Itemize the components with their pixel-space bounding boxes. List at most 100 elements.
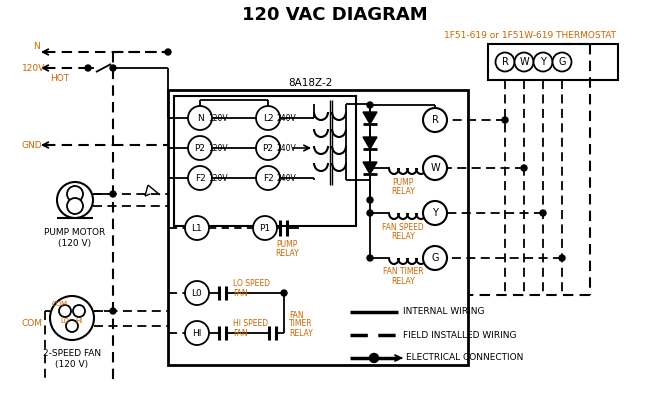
Text: FAN: FAN: [233, 328, 248, 337]
Circle shape: [85, 65, 91, 71]
Text: L1: L1: [192, 223, 202, 233]
Circle shape: [256, 136, 280, 160]
Circle shape: [57, 182, 93, 218]
Text: F2: F2: [263, 173, 273, 183]
Text: G: G: [558, 57, 565, 67]
Circle shape: [188, 106, 212, 130]
Text: HI: HI: [192, 328, 202, 337]
Text: P1: P1: [259, 223, 271, 233]
Text: RELAY: RELAY: [391, 186, 415, 196]
Circle shape: [59, 305, 71, 317]
Text: LO: LO: [60, 318, 70, 324]
Circle shape: [66, 320, 78, 332]
Text: G: G: [431, 253, 439, 263]
Circle shape: [367, 255, 373, 261]
Circle shape: [502, 117, 508, 123]
Text: L2: L2: [263, 114, 273, 122]
Text: R: R: [502, 57, 509, 67]
Bar: [168, 90, 468, 365]
Text: HOT: HOT: [50, 73, 69, 83]
Circle shape: [281, 290, 287, 296]
Circle shape: [185, 321, 209, 345]
Circle shape: [253, 216, 277, 240]
Text: COM: COM: [52, 301, 68, 307]
Text: FAN TIMER: FAN TIMER: [383, 267, 423, 277]
Text: PUMP: PUMP: [276, 240, 297, 248]
Text: HI: HI: [75, 318, 82, 324]
Circle shape: [533, 52, 553, 72]
Circle shape: [110, 191, 116, 197]
Text: HI SPEED: HI SPEED: [233, 318, 268, 328]
Text: F2: F2: [194, 173, 206, 183]
Text: Y: Y: [432, 208, 438, 218]
Circle shape: [165, 49, 171, 55]
Text: INTERNAL WIRING: INTERNAL WIRING: [403, 308, 484, 316]
Circle shape: [496, 52, 515, 72]
Text: RELAY: RELAY: [391, 277, 415, 285]
Polygon shape: [363, 162, 377, 174]
Circle shape: [515, 52, 533, 72]
Text: 240V: 240V: [276, 114, 296, 122]
Circle shape: [110, 308, 116, 314]
Circle shape: [367, 165, 373, 171]
Text: P2: P2: [194, 143, 206, 153]
Circle shape: [256, 166, 280, 190]
Text: R: R: [431, 115, 438, 125]
Polygon shape: [363, 112, 377, 124]
Bar: [488, 44, 618, 80]
Text: RELAY: RELAY: [289, 328, 313, 337]
Polygon shape: [363, 137, 377, 149]
Circle shape: [67, 198, 83, 214]
Text: PUMP: PUMP: [393, 178, 413, 186]
Circle shape: [423, 156, 447, 180]
Circle shape: [367, 210, 373, 216]
Text: COM: COM: [22, 318, 43, 328]
Text: 2-SPEED FAN: 2-SPEED FAN: [43, 349, 101, 357]
Circle shape: [423, 246, 447, 270]
Text: TIMER: TIMER: [289, 320, 313, 328]
Circle shape: [367, 102, 373, 108]
Circle shape: [369, 354, 379, 362]
Text: (120 V): (120 V): [56, 360, 88, 368]
Text: GND: GND: [22, 140, 43, 150]
Circle shape: [185, 216, 209, 240]
Text: LO SPEED: LO SPEED: [233, 279, 270, 287]
Circle shape: [540, 210, 546, 216]
Text: Y: Y: [540, 57, 546, 67]
Circle shape: [110, 65, 116, 71]
Circle shape: [188, 166, 212, 190]
Text: W: W: [430, 163, 440, 173]
Text: PUMP MOTOR: PUMP MOTOR: [44, 228, 106, 236]
Circle shape: [73, 305, 85, 317]
Text: 120V: 120V: [22, 64, 46, 72]
Text: 240V: 240V: [276, 143, 296, 153]
Circle shape: [367, 197, 373, 203]
Text: (120 V): (120 V): [58, 238, 92, 248]
Bar: [174, 96, 356, 226]
Circle shape: [553, 52, 572, 72]
Text: 120 VAC DIAGRAM: 120 VAC DIAGRAM: [242, 6, 428, 24]
Text: 120V: 120V: [208, 114, 228, 122]
Text: RELAY: RELAY: [391, 232, 415, 241]
Text: 240V: 240V: [276, 173, 296, 183]
Text: FIELD INSTALLED WIRING: FIELD INSTALLED WIRING: [403, 331, 517, 339]
Text: P2: P2: [263, 143, 273, 153]
Circle shape: [256, 106, 280, 130]
Text: N: N: [34, 41, 40, 51]
Text: FAN: FAN: [289, 310, 304, 320]
Circle shape: [50, 296, 94, 340]
Text: 8A18Z-2: 8A18Z-2: [288, 78, 332, 88]
Text: 120V: 120V: [208, 143, 228, 153]
Circle shape: [423, 201, 447, 225]
Text: L0: L0: [192, 289, 202, 297]
Circle shape: [559, 255, 565, 261]
Text: 120V: 120V: [208, 173, 228, 183]
Circle shape: [521, 165, 527, 171]
Text: N: N: [196, 114, 204, 122]
Circle shape: [188, 136, 212, 160]
Circle shape: [67, 186, 83, 202]
Text: W: W: [519, 57, 529, 67]
Text: 1F51-619 or 1F51W-619 THERMOSTAT: 1F51-619 or 1F51W-619 THERMOSTAT: [444, 31, 616, 39]
Text: RELAY: RELAY: [275, 248, 299, 258]
Text: FAN SPEED: FAN SPEED: [382, 222, 424, 232]
